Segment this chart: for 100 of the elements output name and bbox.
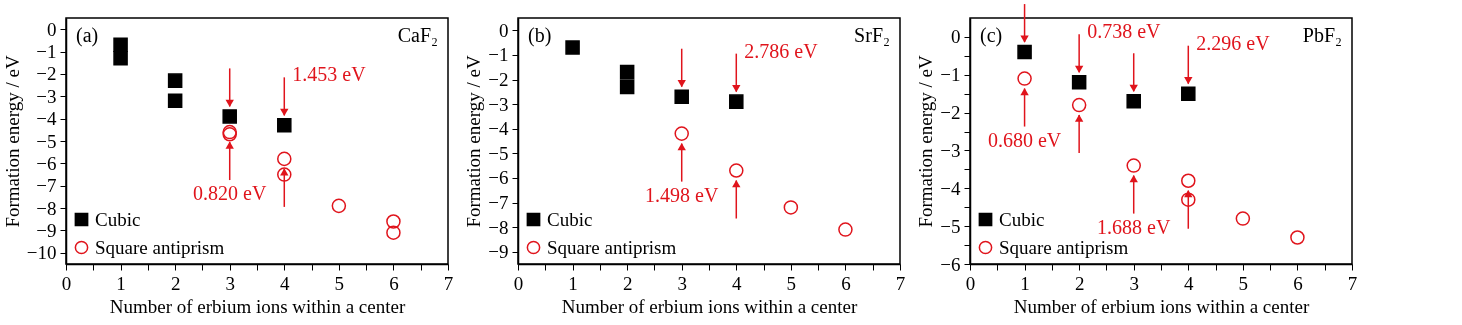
y-tick-label: −2 [940,102,961,124]
legend-label: Square antiprism [95,236,225,258]
point [1017,44,1032,60]
annotation: CaF₂ [397,24,438,46]
point [1235,211,1251,226]
x-tick-label: 2 [622,272,633,294]
y-axis-title: Formation energy / eV [1,55,23,228]
y-tick-label: 0 [47,18,57,40]
annotation: PbF₂ [1302,24,1342,46]
x-tick-label: 7 [1347,272,1358,294]
legend-label: Square antiprism [547,236,677,258]
y-tick-label: −3 [488,93,509,115]
point [619,79,635,95]
annotation: 1.688 eV [1097,215,1171,238]
point [113,50,128,66]
y-axis-title: Formation energy / eV [463,55,485,228]
annotation: 0.820 eV [193,182,267,205]
point [674,89,689,104]
point [113,37,128,53]
y-tick-label: −7 [488,192,509,213]
point [386,214,401,229]
y-tick-label: −2 [488,69,509,90]
point [729,163,744,178]
y-tick-label: −10 [26,242,57,264]
x-tick-label: 5 [334,272,345,294]
x-tick-label: 0 [61,272,72,294]
x-tick-label: 6 [389,272,399,294]
point [1126,158,1141,173]
x-tick-label: 0 [965,272,976,294]
x-tick-label: 6 [1293,272,1303,294]
legend-label: Cubic [999,208,1045,230]
x-tick-label: 1 [1020,272,1030,294]
point [1290,230,1305,245]
x-tick-label: 7 [895,272,906,294]
legend-label: Cubic [95,208,141,230]
point [1017,71,1032,86]
x-tick-label: 1 [568,272,578,294]
y-tick-label: −1 [488,44,509,66]
point [619,64,635,80]
point [331,198,347,214]
point [1181,173,1196,188]
point [674,126,689,141]
x-tick-label: 4 [732,272,743,294]
point [167,73,183,88]
annotation: 2.786 eV [744,39,819,62]
annotation: (b) [528,24,552,47]
x-tick-label: 5 [786,272,797,294]
annotation: 1.498 eV [645,183,719,206]
point [386,225,401,240]
y-tick-label: −4 [488,118,509,140]
x-tick-label: 2 [170,272,181,294]
point [1181,192,1196,207]
y-tick-label: −7 [36,175,57,197]
y-tick-label: −9 [488,241,509,263]
point [277,167,292,182]
x-tick-label: 4 [1184,272,1195,294]
y-tick-label: −6 [488,167,509,189]
y-tick-label: −5 [940,215,961,237]
point [1071,97,1087,113]
y-tick-label: −9 [36,219,57,241]
y-tick-label: −5 [488,142,509,164]
y-tick-label: −3 [36,85,57,107]
x-tick-label: 3 [225,272,235,294]
x-axis-title: Number of erbium ions within a center [561,295,858,317]
point [277,118,292,133]
point [1126,93,1141,109]
y-tick-label: −5 [36,130,57,152]
point [838,222,853,237]
point [729,94,744,109]
y-tick-label: −8 [36,197,57,219]
y-tick-label: −2 [36,63,57,85]
x-axis-title: Number of erbium ions within a center [109,295,406,317]
y-axis-title: Formation energy / eV [915,55,937,228]
y-tick-label: −4 [36,108,57,130]
y-tick-label: −4 [940,177,961,199]
x-tick-label: 7 [443,272,454,294]
annotation: (a) [76,24,99,47]
legend-label: Cubic [547,208,593,230]
point [277,151,292,167]
legend-label: Square antiprism [999,236,1129,258]
y-tick-label: 0 [951,26,961,48]
annotation: 0.680 eV [987,128,1062,151]
x-tick-label: 3 [1129,272,1139,294]
y-tick-label: 0 [499,19,509,41]
point [783,200,799,215]
x-tick-label: 1 [116,272,126,294]
annotation: SrF₂ [854,24,890,46]
x-tick-label: 5 [1238,272,1249,294]
annotation: 1.453 eV [292,63,367,86]
y-tick-label: −1 [940,64,961,86]
x-tick-label: 3 [677,272,687,294]
x-tick-label: 2 [1074,272,1085,294]
annotation: (c) [980,24,1003,47]
y-tick-label: −6 [36,152,57,174]
x-tick-label: 6 [841,272,851,294]
y-tick-label: −6 [940,253,961,275]
annotation: 0.738 eV [1087,20,1162,43]
x-tick-label: 0 [513,272,524,294]
point [1071,75,1087,90]
x-tick-label: 4 [280,272,291,294]
